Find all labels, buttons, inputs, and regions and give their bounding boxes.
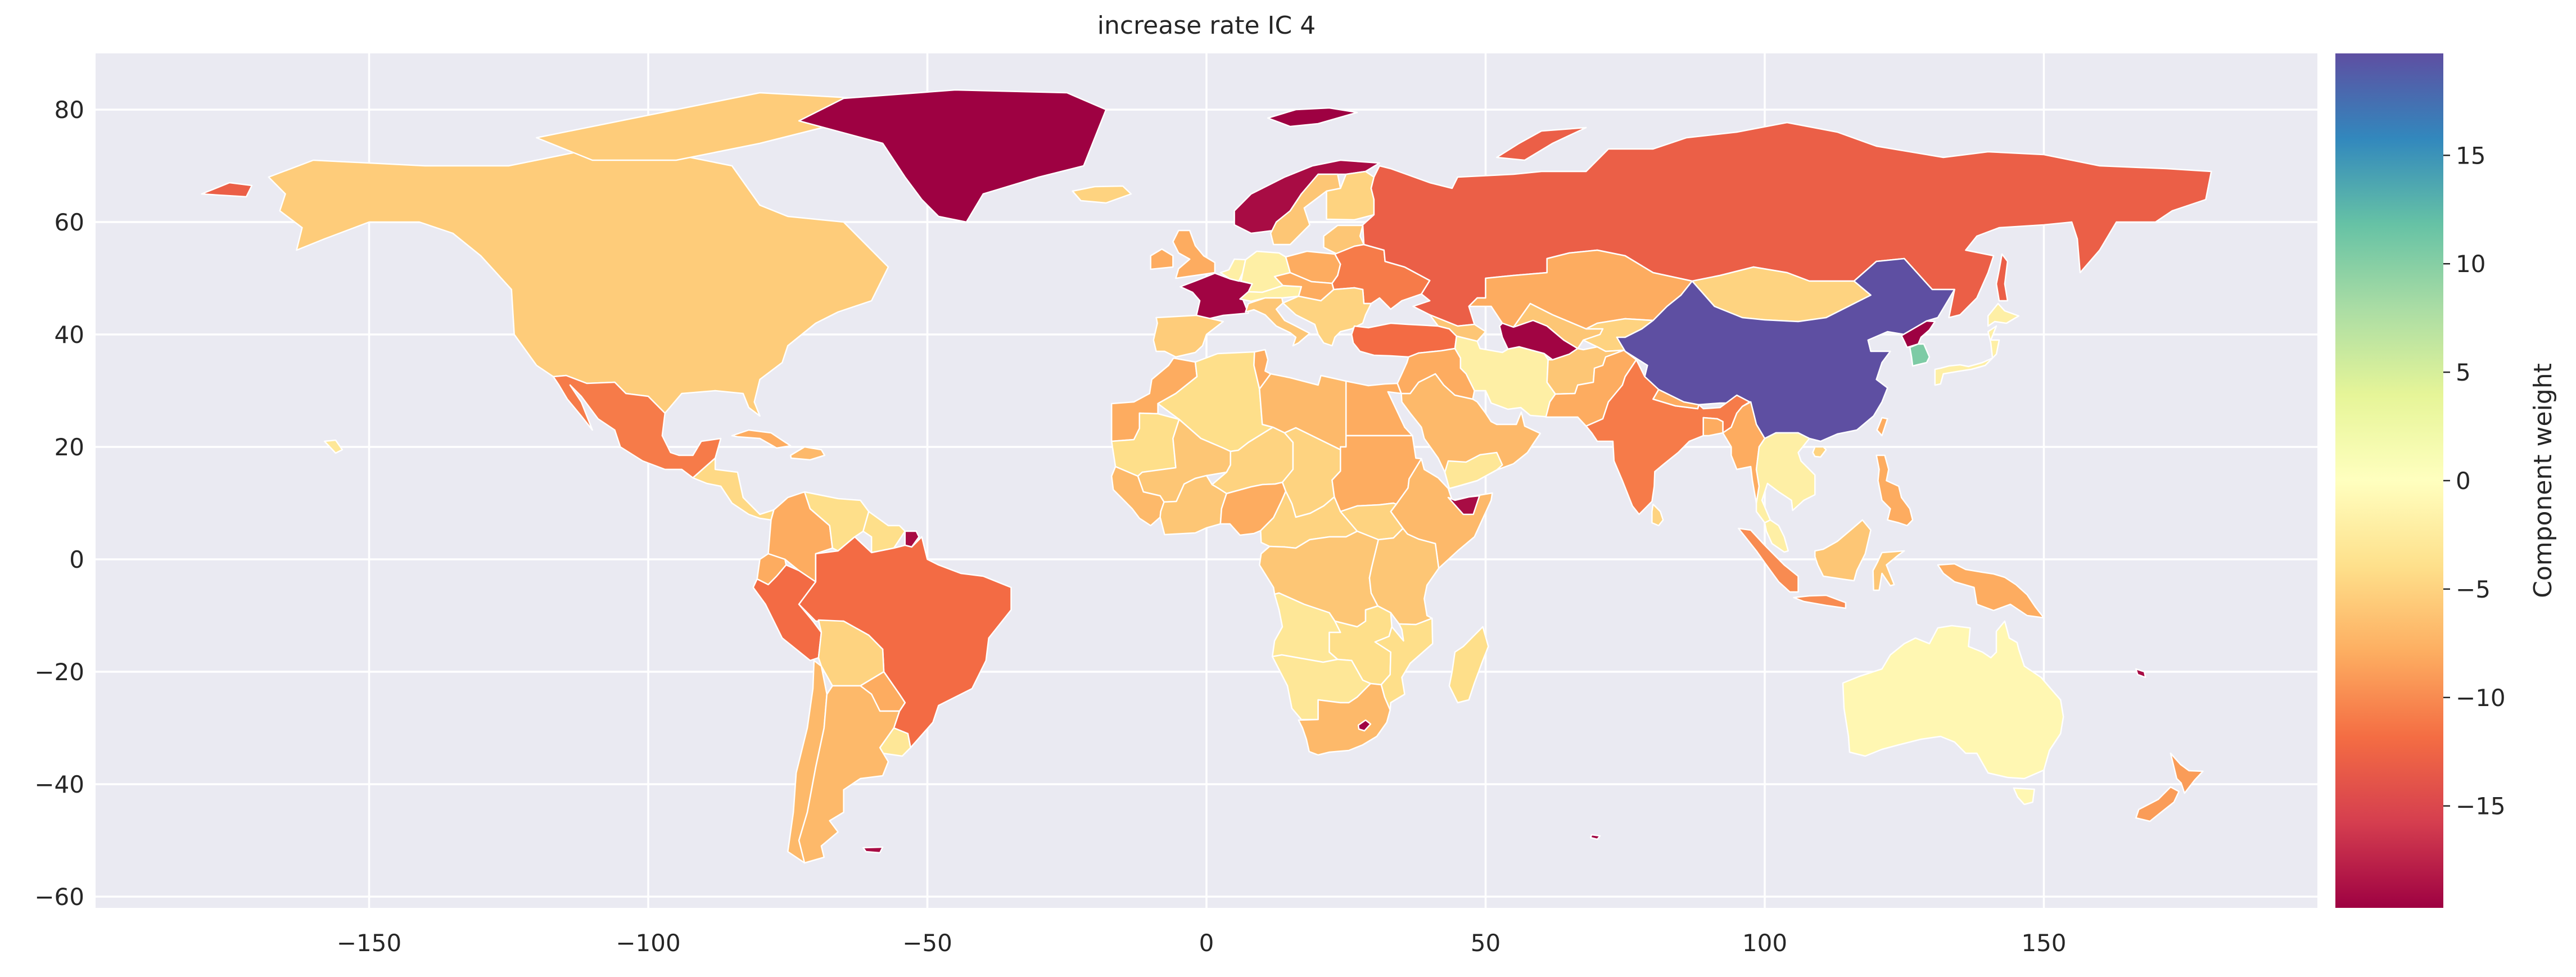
region-iberia [1153, 314, 1224, 358]
colorbar-ticks: −15 −10 −5 0 5 10 15 [2443, 142, 2506, 820]
x-tick-label: 100 [1742, 929, 1787, 957]
region-philippines [1875, 454, 1914, 527]
region-sumatra [1738, 527, 1799, 593]
region-taiwan [1876, 417, 1888, 437]
region-svalbard [1267, 107, 1358, 128]
x-tick-label: 50 [1471, 929, 1501, 957]
region-nepal [1652, 388, 1700, 410]
region-ireland [1150, 248, 1174, 270]
region-greenland [798, 89, 1107, 223]
colorbar-tick-label: −10 [2456, 684, 2506, 712]
region-fiji-vanuatu [2135, 668, 2146, 679]
x-tick-label: −150 [337, 929, 401, 957]
region-mainland-se-asia [1755, 432, 1816, 524]
region-kerguelen [1589, 834, 1601, 840]
region-chukotka-tip [201, 182, 253, 198]
region-sweden [1269, 173, 1341, 246]
region-hokkaido [1987, 302, 2020, 327]
colorbar-gradient [2335, 53, 2443, 908]
region-madeira-azores [323, 439, 344, 454]
region-north-korea [1900, 320, 1936, 349]
region-levant-iraq [1397, 347, 1475, 400]
region-new-zealand-south [2135, 786, 2180, 822]
x-tick-label: 0 [1199, 929, 1214, 957]
colorbar: −15 −10 −5 0 5 10 15 Component weight [2335, 53, 2557, 908]
region-hainan [1812, 446, 1827, 458]
region-new-zealand-north [2170, 752, 2204, 794]
region-bangladesh [1702, 417, 1724, 437]
region-yemen [1444, 451, 1503, 490]
region-malay-peninsula [1764, 519, 1789, 553]
region-tasmania [2013, 787, 2035, 806]
region-madagascar [1448, 626, 1489, 704]
x-tick-label: −50 [902, 929, 952, 957]
colorbar-tick-label: 5 [2456, 359, 2471, 386]
y-axis-tick-labels: −60 −40 −20 0 20 40 60 80 [34, 96, 84, 911]
region-somaliland [1447, 495, 1480, 515]
x-axis-tick-labels: −150 −100 −50 0 50 100 150 [337, 929, 2067, 957]
colorbar-label: Component weight [2529, 363, 2557, 598]
y-tick-label: 80 [55, 96, 84, 124]
region-japan [1934, 325, 2000, 386]
region-french-guiana [904, 530, 920, 548]
region-iceland [1072, 185, 1132, 204]
region-sri-lanka [1651, 503, 1664, 527]
region-lesotho [1357, 719, 1372, 732]
region-borneo [1814, 519, 1872, 582]
region-hispaniola [789, 446, 826, 461]
y-tick-label: 40 [55, 321, 84, 349]
colorbar-tick-label: −5 [2456, 576, 2491, 603]
region-new-guinea [1937, 563, 2045, 619]
chart-title: increase rate IC 4 [1097, 11, 1316, 40]
region-argentina [798, 685, 901, 864]
region-novaya-zemlya [1496, 126, 1587, 161]
region-sakhalin [1995, 253, 2009, 302]
region-united-kingdom [1172, 229, 1216, 279]
region-cuba [731, 429, 792, 449]
region-north-america [268, 148, 889, 417]
y-tick-label: −40 [34, 771, 84, 798]
region-australia [1842, 620, 2064, 780]
y-tick-label: 20 [55, 433, 84, 461]
colorbar-tick-label: 15 [2456, 142, 2485, 169]
y-tick-label: 0 [69, 546, 84, 573]
region-south-korea [1909, 343, 1931, 367]
colorbar-tick-label: −15 [2456, 793, 2506, 820]
y-tick-label: 60 [55, 209, 84, 236]
x-tick-label: 150 [2021, 929, 2066, 957]
x-tick-label: −100 [616, 929, 680, 957]
region-sulawesi [1872, 550, 1905, 591]
region-italy [1245, 297, 1310, 347]
region-balkans [1282, 287, 1372, 347]
region-java [1793, 594, 1847, 609]
colorbar-tick-label: 10 [2456, 250, 2485, 278]
y-tick-label: −60 [34, 883, 84, 911]
region-peru [752, 564, 822, 662]
y-tick-label: −20 [34, 658, 84, 686]
colorbar-tick-label: 0 [2456, 467, 2471, 495]
region-france [1179, 272, 1253, 320]
region-gulf-of-guinea [1159, 474, 1227, 536]
country-shapes [201, 89, 2212, 864]
region-south-africa [1298, 682, 1391, 756]
region-falklands [862, 846, 884, 854]
